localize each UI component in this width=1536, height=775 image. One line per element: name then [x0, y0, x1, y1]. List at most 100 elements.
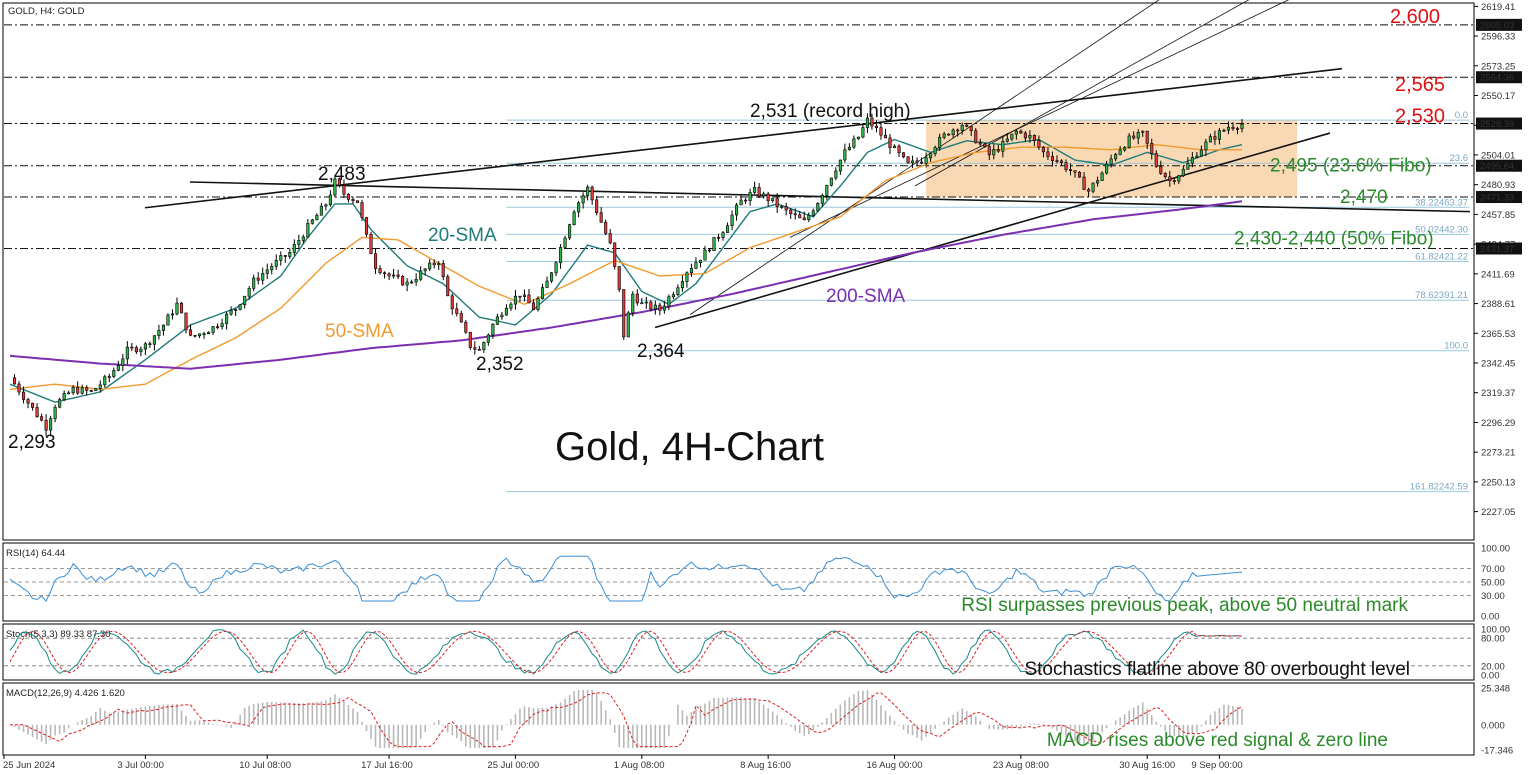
stoch-panel-frame: [2, 623, 1475, 681]
candle: [288, 248, 292, 260]
candle-body: [306, 222, 310, 238]
candle: [1240, 118, 1244, 133]
candles: [12, 113, 1244, 437]
rsi-tick-label: 50.00: [1481, 578, 1505, 589]
candle-body: [500, 314, 504, 318]
candle-body: [1132, 135, 1136, 139]
candle-body: [883, 134, 888, 139]
candle-body: [608, 233, 612, 244]
candle-body: [1177, 175, 1181, 182]
macd-signal-line: [10, 692, 1243, 748]
candle-body: [170, 313, 175, 316]
candle-body: [784, 206, 788, 211]
sma-line-200-sma: [9, 200, 1243, 370]
candle: [125, 341, 129, 365]
candle: [762, 191, 766, 199]
candle: [987, 143, 991, 161]
candle-body: [482, 342, 486, 351]
candle: [134, 345, 138, 355]
candle-body: [892, 145, 897, 149]
candle: [834, 167, 838, 181]
candle: [757, 183, 761, 199]
candle-body: [1096, 180, 1100, 184]
candle-body: [1217, 130, 1221, 140]
candle: [1105, 160, 1109, 175]
candle-body: [829, 177, 833, 186]
candle: [847, 143, 851, 151]
candle-body: [766, 193, 770, 201]
candle: [337, 177, 341, 188]
candle: [414, 273, 418, 286]
candle: [554, 261, 558, 277]
candle: [116, 360, 120, 372]
candle: [676, 284, 680, 297]
candle-body: [450, 295, 454, 310]
price-panel: 0.0 23.6 38.22463.37 50.02442.30 61.82421.22…: [2, 0, 1522, 541]
candle: [626, 310, 630, 338]
sma-label-0: 20-SMA: [428, 225, 497, 246]
candle-body: [31, 402, 35, 408]
candle: [1213, 130, 1217, 145]
candle-body: [1168, 176, 1172, 181]
candle: [243, 295, 247, 309]
candle-body: [301, 236, 305, 241]
candle-body: [504, 307, 508, 316]
candle: [148, 341, 152, 348]
candle: [753, 181, 757, 194]
candle: [545, 276, 549, 288]
candle: [17, 381, 21, 396]
stoch-tick-label: 20.00: [1481, 661, 1505, 672]
candle: [193, 334, 197, 338]
candle: [1046, 147, 1050, 161]
candle: [563, 235, 567, 248]
macd-tick-label: -17.346: [1481, 746, 1513, 757]
candle-body: [563, 237, 567, 248]
candle-body: [351, 199, 355, 201]
candle-body: [956, 129, 960, 132]
candle: [1235, 126, 1240, 135]
rsi-axis: 100.00 70.00 50.00 30.00 0.00: [1481, 544, 1510, 623]
candle-body: [577, 202, 581, 213]
candle: [21, 386, 26, 404]
candle: [170, 309, 175, 320]
rsi-tick-label: 100.00: [1481, 544, 1510, 555]
stoch-k-line: [9, 629, 1243, 675]
candle: [617, 266, 621, 293]
candle-body: [225, 313, 229, 324]
level-label-5: 2,430-2,440 (50% Fibo): [1234, 228, 1434, 249]
candle-body: [965, 124, 969, 127]
y-tick-label: 2227.05: [1481, 507, 1515, 518]
candle-body: [658, 304, 662, 311]
candle: [1208, 133, 1212, 143]
fibo-label-1: 23.6: [1450, 153, 1469, 164]
candle: [459, 310, 463, 323]
candle: [1168, 170, 1172, 187]
candle: [468, 331, 472, 350]
price-tag: 2528.39: [1480, 119, 1514, 130]
candle-body: [1226, 126, 1231, 131]
candle-body: [423, 268, 427, 272]
level-label-4: 2,470: [1340, 187, 1388, 208]
candle: [1127, 133, 1131, 149]
price-tag-bg: [1476, 191, 1522, 204]
candle: [53, 404, 57, 423]
stoch-tick-label: 0.00: [1481, 671, 1500, 682]
candle-body: [1091, 182, 1095, 192]
candle: [1145, 130, 1149, 150]
candle: [716, 233, 721, 242]
x-tick-label: 30 Aug 16:00: [1119, 760, 1175, 771]
candle-body: [983, 143, 987, 147]
candle: [572, 209, 576, 226]
candle-body: [1105, 163, 1109, 174]
candle-body: [509, 303, 513, 309]
candle: [504, 304, 508, 316]
level-label-3: 2,495 (23.6% Fibo): [1270, 156, 1432, 177]
candle: [67, 390, 71, 395]
candle-body: [852, 138, 856, 148]
candle: [883, 128, 888, 139]
candle-body: [468, 331, 472, 348]
level-label-2: 2,530: [1395, 106, 1445, 128]
candle: [292, 239, 296, 256]
candle: [225, 311, 229, 330]
candle: [622, 289, 626, 340]
